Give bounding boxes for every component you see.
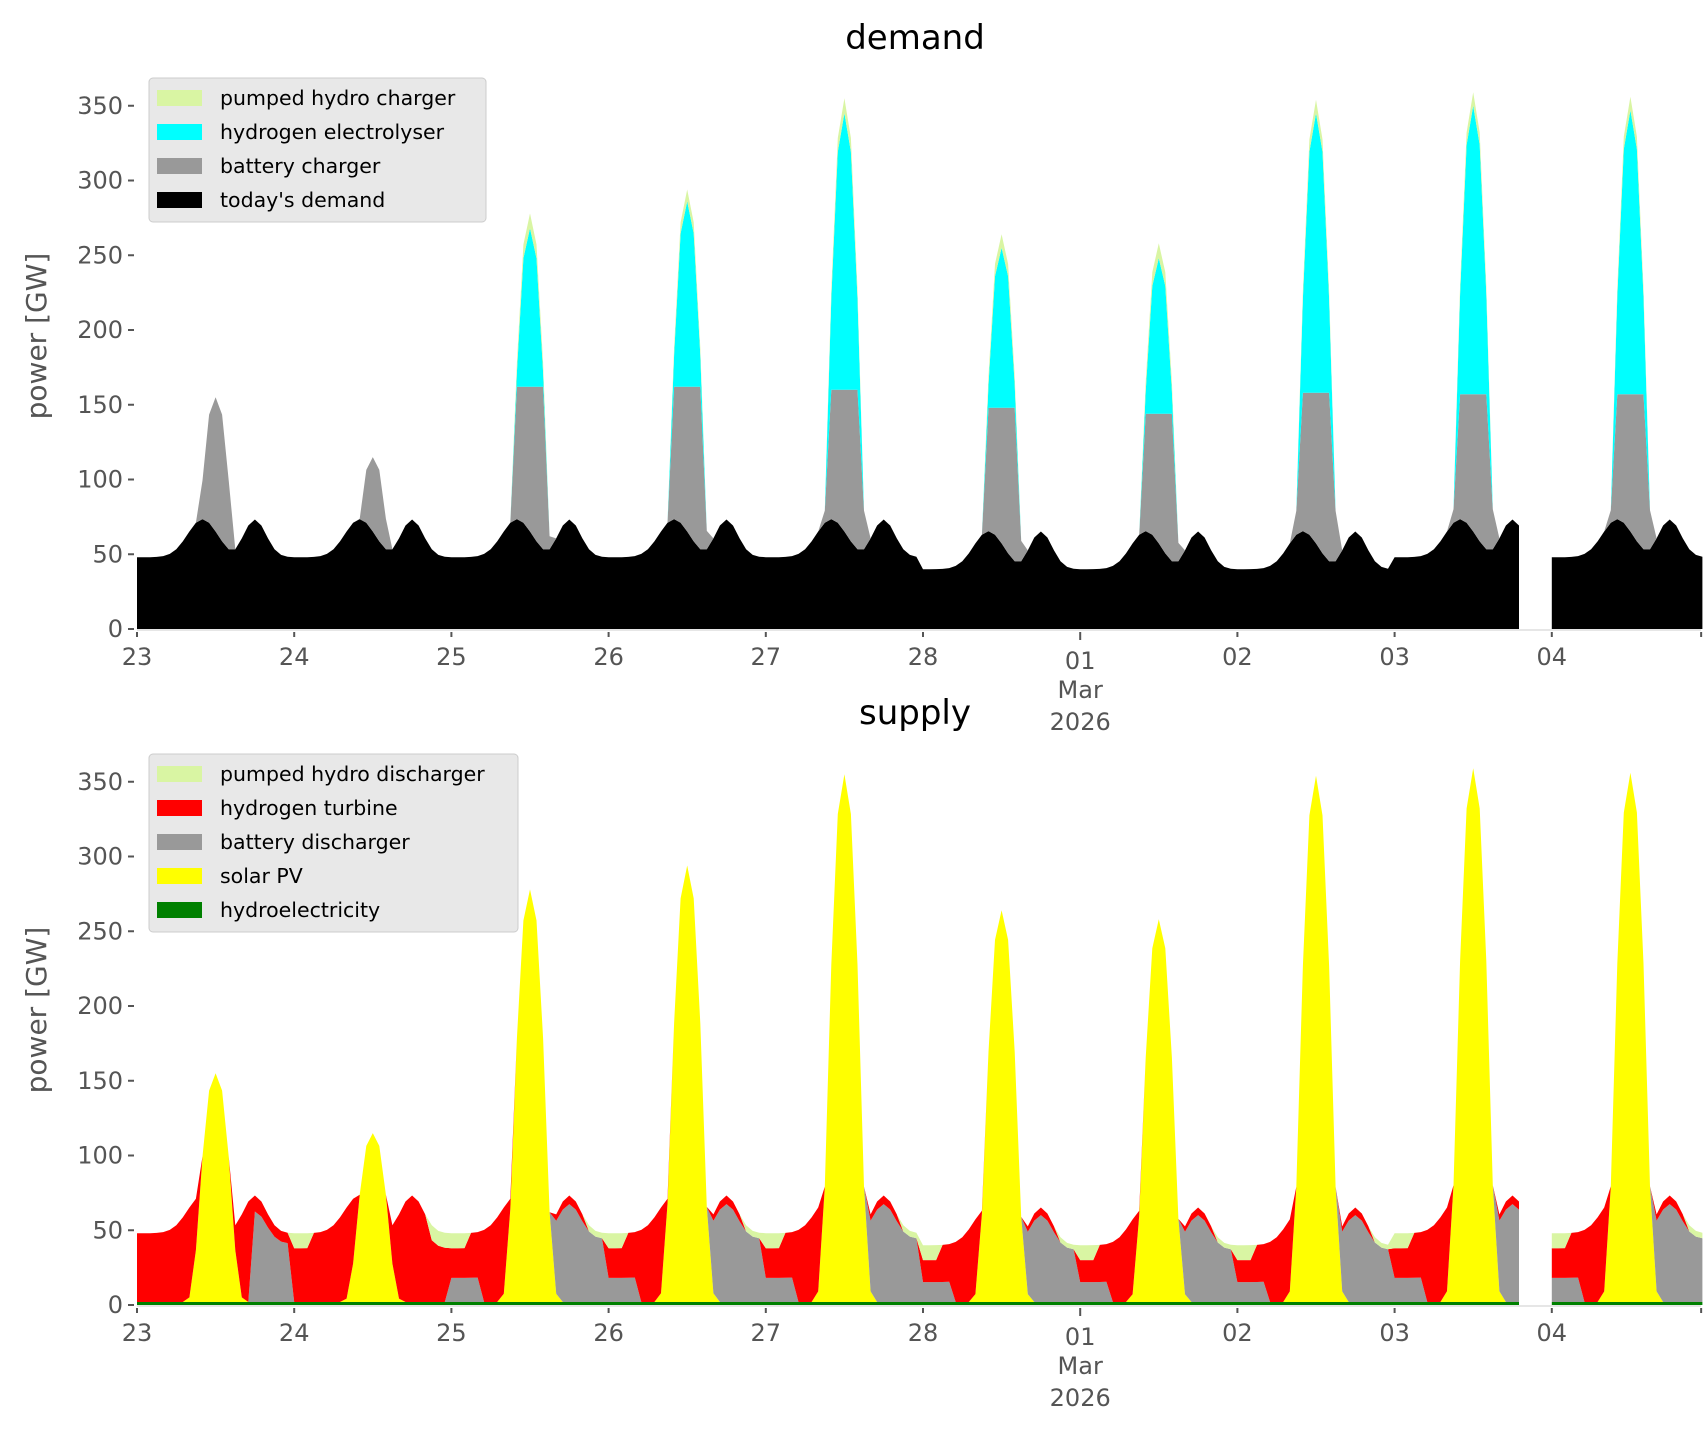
y-tick-label: 50 <box>92 1216 123 1244</box>
y-tick-label: 200 <box>77 992 123 1020</box>
hydrogen-electrolyser-area-1 <box>1551 110 1703 558</box>
legend-label: pumped hydro charger <box>220 86 456 110</box>
y-tick-label: 250 <box>77 917 123 945</box>
demand-y-axis-label: power [GW] <box>20 253 53 420</box>
x-tick-label: 26 <box>593 643 624 671</box>
battery-discharger-area-0 <box>137 768 1519 1302</box>
legend-label: battery charger <box>220 154 381 178</box>
battery-discharger-area-1 <box>1551 772 1703 1302</box>
legend-label: solar PV <box>220 864 303 888</box>
x-tick-label: 26 <box>593 1319 624 1347</box>
x-tick-label: 01 <box>1065 1323 1096 1351</box>
demand-areas <box>137 92 1703 629</box>
y-tick-label: 200 <box>77 316 123 344</box>
x-tick-label: 24 <box>279 1319 310 1347</box>
supply-panel: supply 0 50 100 150 200 250 300 350 23 24 25 26 27 28… <box>20 693 1703 1412</box>
legend-swatch <box>157 192 202 208</box>
battery-charger-area-0 <box>137 386 1519 570</box>
legend-label: hydroelectricity <box>220 898 380 922</box>
x-tick-label: 04 <box>1537 643 1568 671</box>
battery-charger-area-1 <box>1551 394 1703 558</box>
supply-y-axis-label: power [GW] <box>20 927 53 1094</box>
y-tick-label: 0 <box>108 615 123 643</box>
x-tick-label: 23 <box>122 643 153 671</box>
y-tick-label: 300 <box>77 167 123 195</box>
x-tick-label: 04 <box>1537 1319 1568 1347</box>
legend-swatch <box>157 158 202 174</box>
x-tick-label: 02 <box>1222 1319 1253 1347</box>
y-tick-label: 100 <box>77 1142 123 1170</box>
legend-swatch <box>157 868 202 884</box>
x-tick-label: 03 <box>1379 643 1410 671</box>
x-tick-label: 02 <box>1222 643 1253 671</box>
todays-demand-area-1 <box>1551 519 1703 629</box>
y-tick-label: 150 <box>77 391 123 419</box>
y-tick-label: 350 <box>77 768 123 796</box>
todays-demand-area-0 <box>137 519 1519 629</box>
solar-pv-area-0 <box>137 768 1519 1302</box>
y-tick-label: 250 <box>77 241 123 269</box>
hydrogen-turbine-area-1 <box>1551 772 1703 1302</box>
x-tick-label: 25 <box>436 643 467 671</box>
legend-label: pumped hydro discharger <box>220 762 485 786</box>
x-tick-month-label: Mar <box>1058 1352 1103 1380</box>
legend-swatch <box>157 902 202 918</box>
legend-box <box>148 77 487 223</box>
hydroelectricity-area-1 <box>1551 1302 1703 1305</box>
supply-areas <box>137 768 1703 1305</box>
x-tick-label: 27 <box>751 643 782 671</box>
legend-swatch <box>157 800 202 816</box>
demand-legend: pumped hydro charger hydrogen electrolyse… <box>148 77 487 223</box>
solar-pv-area-1 <box>1551 772 1703 1302</box>
demand-panel: demand 0 50 100 150 200 250 300 350 23 24 25 26 27 28… <box>20 18 1703 736</box>
hydroelectricity-area-0 <box>137 1302 1519 1305</box>
y-tick-label: 150 <box>77 1067 123 1095</box>
x-tick-year-label: 2026 <box>1050 708 1111 736</box>
y-tick-label: 100 <box>77 466 123 494</box>
y-tick-label: 300 <box>77 843 123 871</box>
x-tick-label: 25 <box>436 1319 467 1347</box>
y-tick-label: 0 <box>108 1291 123 1319</box>
x-tick-month-label: Mar <box>1058 676 1103 704</box>
x-tick-label: 01 <box>1065 647 1096 675</box>
x-tick-label: 23 <box>122 1319 153 1347</box>
legend-swatch <box>157 834 202 850</box>
x-tick-label: 27 <box>751 1319 782 1347</box>
x-tick-label: 24 <box>279 643 310 671</box>
supply-legend: pumped hydro discharger hydrogen turbine b… <box>148 753 519 933</box>
supply-title: supply <box>859 693 971 733</box>
demand-title: demand <box>845 18 985 58</box>
legend-label: today's demand <box>220 188 385 212</box>
legend-swatch <box>157 90 202 106</box>
y-tick-label: 50 <box>92 540 123 568</box>
x-tick-label: 28 <box>908 1319 939 1347</box>
legend-swatch <box>157 124 202 140</box>
legend-label: hydrogen turbine <box>220 796 398 820</box>
legend-label: battery discharger <box>220 830 410 854</box>
x-tick-label: 28 <box>908 643 939 671</box>
y-tick-label: 350 <box>77 92 123 120</box>
x-tick-year-label: 2026 <box>1050 1384 1111 1412</box>
legend-swatch <box>157 766 202 782</box>
x-tick-label: 03 <box>1379 1319 1410 1347</box>
legend-label: hydrogen electrolyser <box>220 120 445 144</box>
legend-box <box>148 753 519 933</box>
